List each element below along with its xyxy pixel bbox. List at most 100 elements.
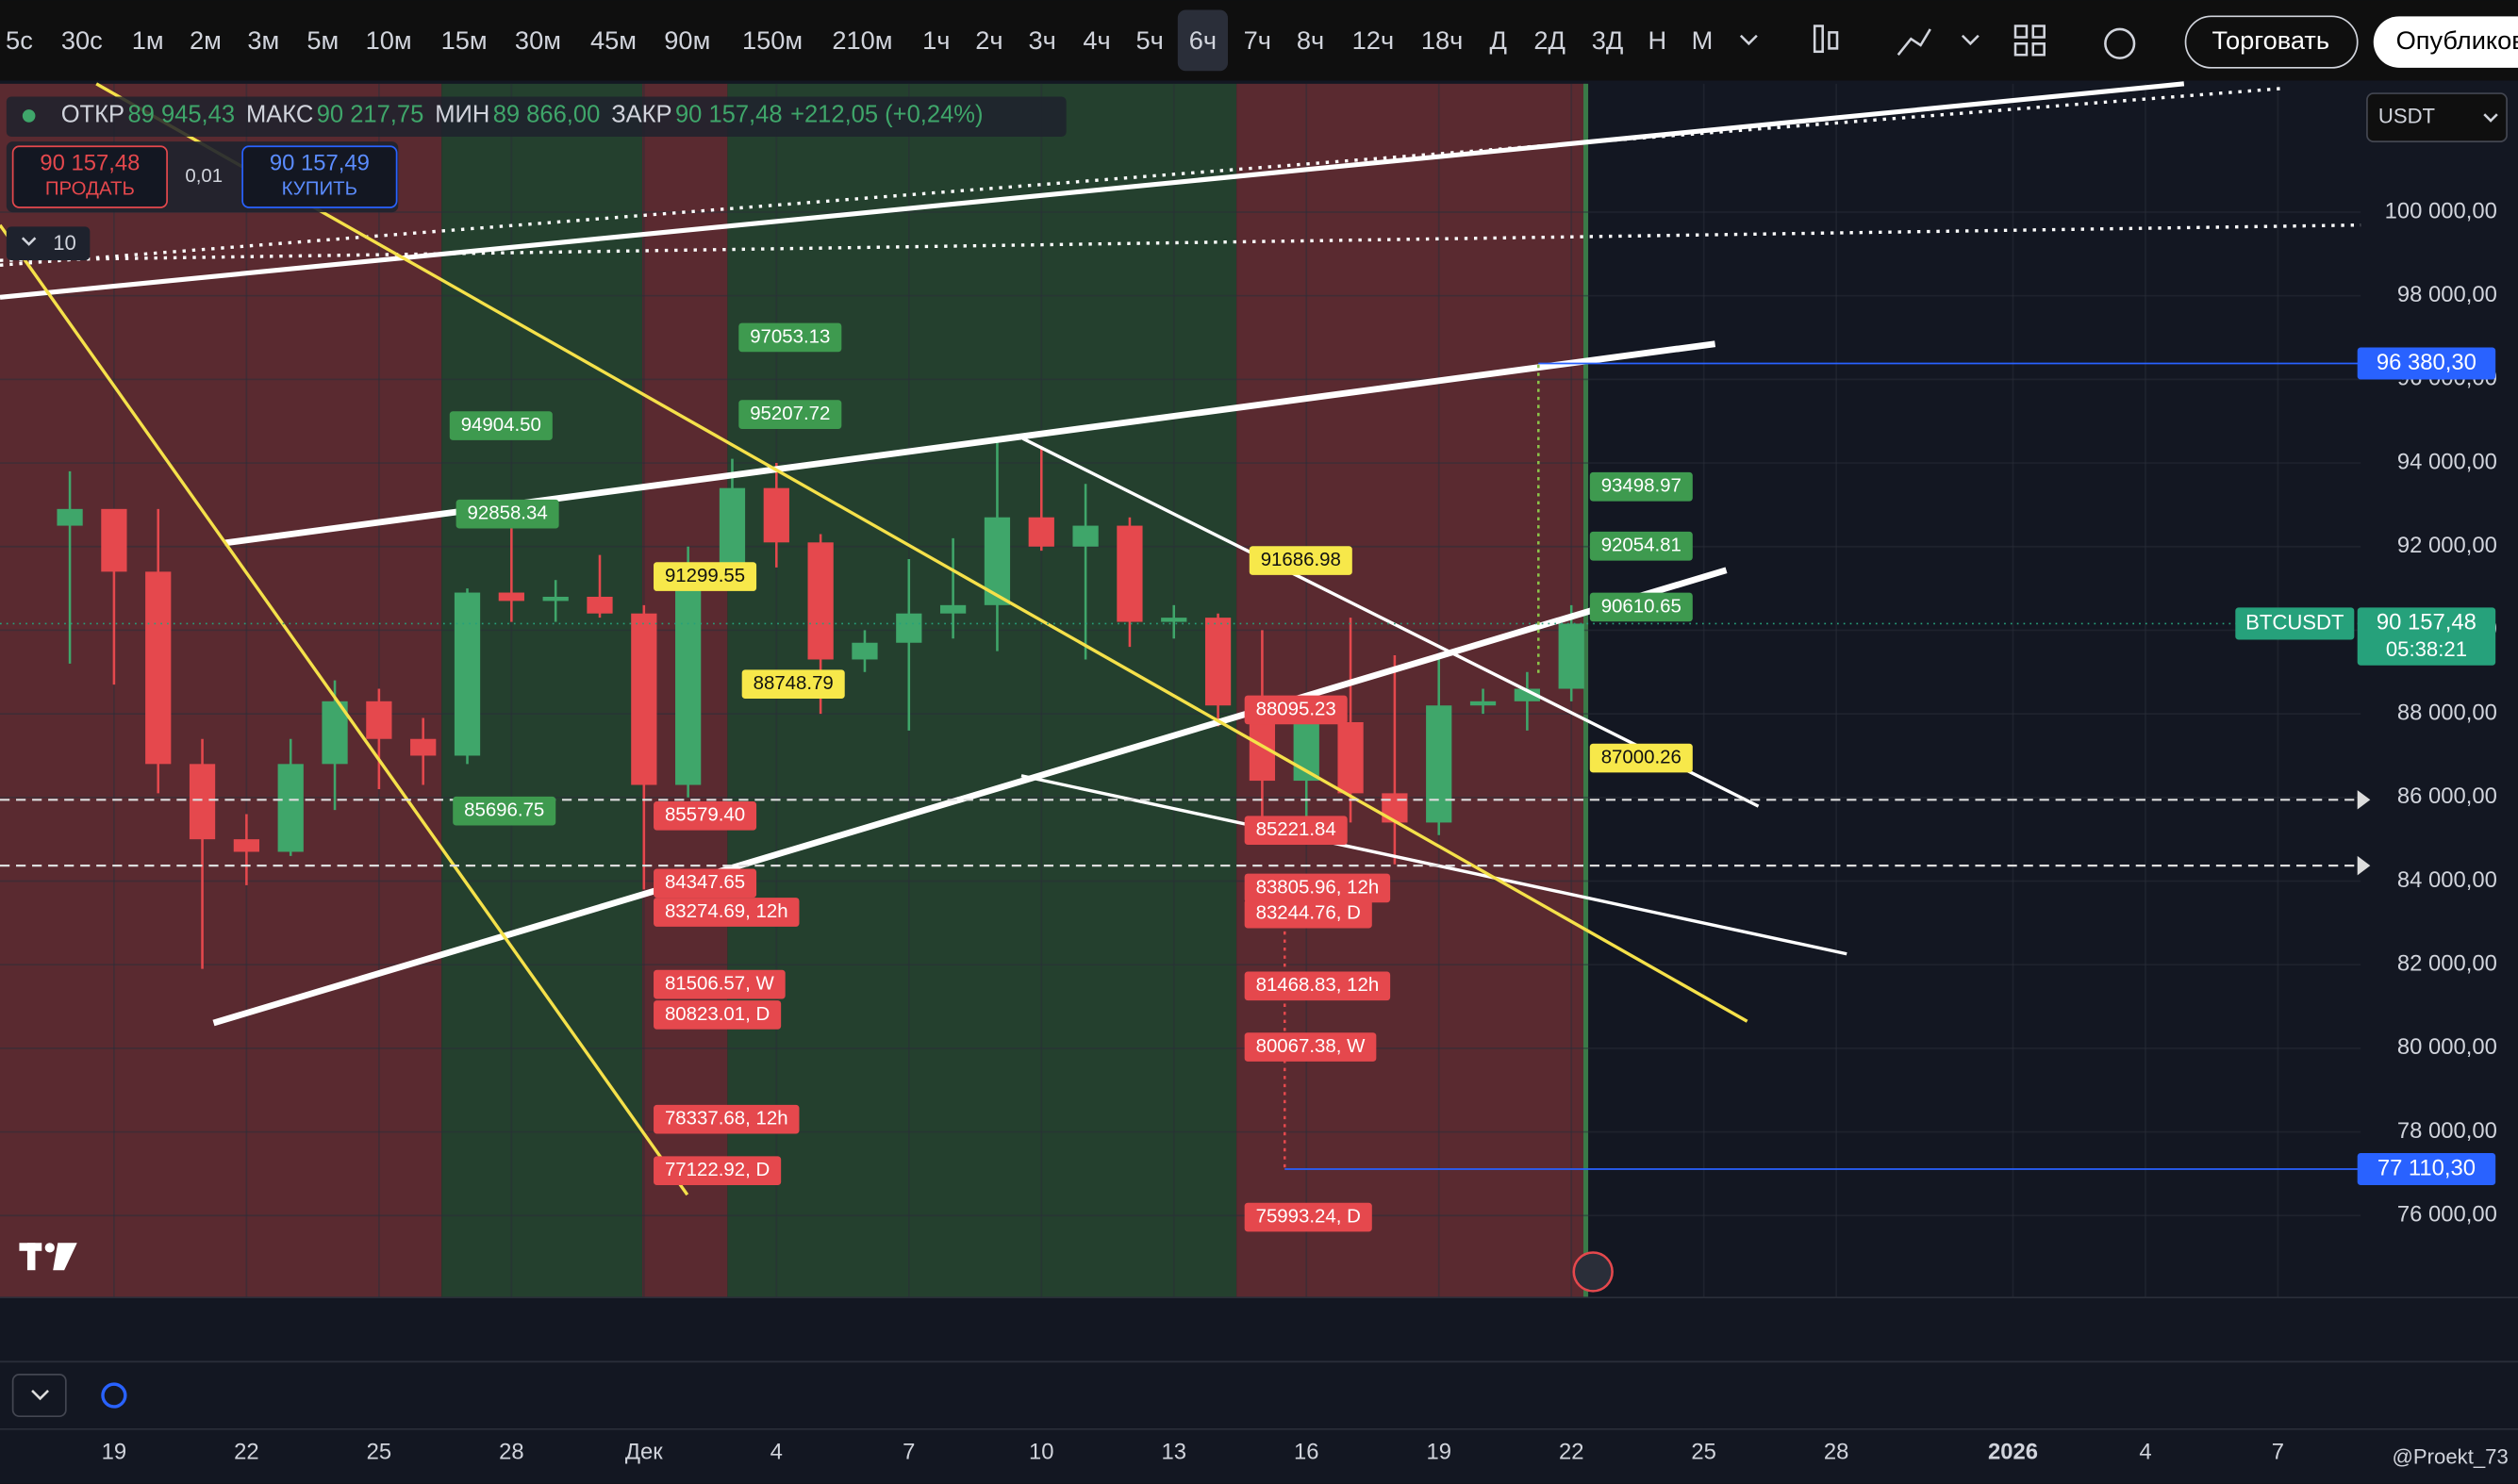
sell-price[interactable]: 90 157,48 (40, 150, 140, 175)
band-edge (1582, 83, 1589, 1298)
interval[interactable]: Д (1489, 25, 1506, 55)
trendline (212, 567, 1728, 1027)
interval[interactable]: 2ч (975, 25, 1002, 55)
interval[interactable]: 7ч (1244, 25, 1271, 55)
buy-label[interactable]: КУПИТЬ (282, 179, 357, 200)
alert-icon[interactable] (1572, 1251, 1614, 1293)
annotation-label: 81468.83, 12h (1256, 975, 1380, 996)
annotation-label: 83274.69, 12h (665, 901, 788, 922)
alert-icon[interactable] (2104, 27, 2136, 59)
annotation-label: 75993.24, D (1256, 1206, 1361, 1227)
annotation-tag (654, 1000, 782, 1030)
interval[interactable]: Н (1648, 25, 1666, 55)
y-tick-label: 76 000,00 (2397, 1202, 2497, 1228)
interval[interactable]: 6ч (1189, 25, 1217, 55)
annotation-label: 84347.65 (665, 872, 745, 893)
chevron (21, 237, 37, 246)
annotation-label: 85696.75 (464, 800, 544, 821)
annotation-label: 97053.13 (750, 326, 830, 347)
trendline (0, 81, 2185, 300)
candle-body (233, 839, 260, 852)
publish-button-label[interactable]: Опубликовать (2396, 25, 2518, 55)
candle-body (1204, 618, 1232, 706)
candle-body (631, 613, 657, 785)
collapse-button[interactable] (11, 1374, 67, 1418)
candle-body (939, 604, 967, 614)
annotation-label: 83805.96, 12h (1256, 877, 1380, 898)
x-tick-label: 4 (770, 1440, 783, 1465)
currency[interactable]: USDT (2378, 104, 2435, 127)
sell-label[interactable]: ПРОДАТЬ (45, 179, 135, 200)
x-axis: 19 22 25 28 Дек 4 7 10 13 16 19 22 25 28 2026 4 7 (102, 1440, 2284, 1465)
candle-body (498, 592, 524, 602)
annotation-label: 78337.68, 12h (665, 1109, 788, 1129)
buy-button[interactable] (241, 145, 398, 208)
trendline-yellow (95, 82, 1748, 1023)
trade-button-label[interactable]: Торговать (2212, 25, 2329, 55)
interval[interactable]: 1ч (922, 25, 950, 55)
interval[interactable]: 30с (61, 25, 103, 55)
indicator-count: 10 (53, 231, 76, 255)
interval[interactable]: 10м (366, 25, 412, 55)
overlay: 97053.13 95207.72 94904.50 92858.34 85696.75… (0, 322, 2361, 1232)
interval-active[interactable] (1177, 9, 1228, 72)
interval[interactable]: 30м (515, 25, 561, 55)
candle-body (719, 487, 746, 576)
interval[interactable]: 5с (6, 25, 33, 55)
interval[interactable]: 150м (742, 25, 803, 55)
interval[interactable]: 5м (306, 25, 339, 55)
legend-label: ОТКР (61, 102, 124, 128)
x-tick-label: 16 (1294, 1440, 1319, 1465)
interval[interactable]: 4ч (1083, 25, 1110, 55)
candle-body (366, 701, 392, 739)
sell-button[interactable] (11, 145, 168, 208)
interval[interactable]: М (1692, 25, 1714, 55)
interval[interactable]: 12ч (1352, 25, 1394, 55)
annotation-tag (449, 411, 553, 440)
y-tick-label: 78 000,00 (2397, 1118, 2497, 1144)
refresh-button[interactable] (101, 1382, 127, 1409)
indicator-icon[interactable] (1897, 28, 1931, 56)
interval[interactable]: 15м (441, 25, 488, 55)
candle-body (852, 642, 878, 660)
candle-body (57, 508, 83, 526)
interval[interactable]: 2м (190, 25, 222, 55)
annotation-tag (741, 669, 845, 700)
x-tick-label: 28 (499, 1440, 524, 1465)
x-tick-label: 28 (1824, 1440, 1849, 1465)
chevron[interactable] (1961, 34, 1980, 46)
y-tick-label: 92 000,00 (2397, 533, 2497, 558)
publish-button[interactable] (2373, 16, 2518, 68)
currency-select[interactable] (2366, 92, 2508, 143)
buy-price[interactable]: 90 157,49 (270, 150, 370, 175)
interval[interactable]: 8ч (1297, 25, 1324, 55)
interval[interactable]: 210м (832, 25, 892, 55)
indicators-toggle[interactable] (6, 226, 91, 261)
annotation-tag (654, 801, 757, 831)
interval[interactable]: 18ч (1421, 25, 1463, 55)
annotation-label: 81506.57, W (665, 974, 775, 995)
layout-icon[interactable] (2013, 25, 2029, 39)
candle-icon[interactable] (1813, 25, 1824, 54)
annotation-tag (456, 499, 559, 529)
annotation-label: 93498.97 (1601, 476, 1681, 497)
candle-body (1426, 705, 1452, 823)
y-tick-label: 98 000,00 (2397, 282, 2497, 307)
interval[interactable]: 5ч (1136, 25, 1164, 55)
interval[interactable]: 3Д (1592, 25, 1624, 55)
annotation-tag (1589, 743, 1693, 773)
level-dotted (0, 223, 2361, 262)
annotation-label: 80067.38, W (1256, 1036, 1367, 1057)
trade-button[interactable] (2184, 15, 2359, 69)
y-tick-label: 82 000,00 (2397, 950, 2497, 976)
interval[interactable]: 2Д (1533, 25, 1565, 55)
interval[interactable]: 3ч (1028, 25, 1055, 55)
interval[interactable]: 90м (664, 25, 710, 55)
annotation-tag (654, 562, 757, 591)
level-marker (2357, 855, 2371, 876)
interval[interactable]: 1м (132, 25, 164, 55)
chevron[interactable] (1739, 34, 1758, 46)
interval[interactable]: 45м (590, 25, 637, 55)
legend-value: 90 157,48 (675, 102, 783, 128)
interval[interactable]: 3м (247, 25, 279, 55)
